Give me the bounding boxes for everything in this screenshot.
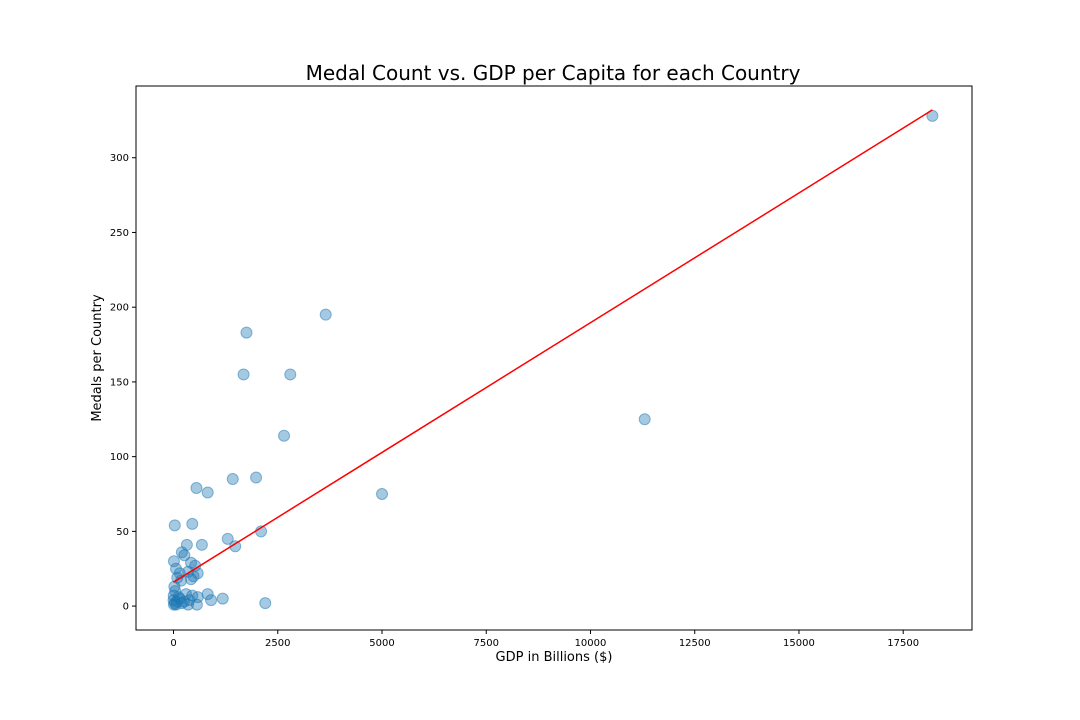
y-tick-label: 200 [110, 303, 129, 314]
data-point [182, 598, 195, 611]
y-tick-label: 300 [110, 153, 129, 164]
data-point [237, 368, 250, 381]
data-point [167, 555, 180, 568]
x-tick-label: 10000 [575, 638, 607, 649]
data-point [229, 540, 242, 553]
x-tick-label: 15000 [783, 638, 815, 649]
trend-line [173, 109, 933, 583]
plot-frame [135, 85, 973, 631]
y-tick-label: 250 [110, 228, 129, 239]
x-tick-label: 12500 [679, 638, 711, 649]
data-point [284, 368, 297, 381]
data-point [190, 482, 203, 495]
data-point [186, 517, 199, 530]
x-tick-label: 17500 [887, 638, 919, 649]
data-point [221, 532, 234, 545]
data-point [226, 473, 239, 486]
data-point [178, 549, 191, 562]
data-point [216, 592, 229, 605]
data-point [376, 488, 389, 500]
axis-ticks: 0 2500 5000 7500 10000 12500 15000 17500 0 50 100 1… [110, 153, 919, 649]
y-tick-label: 50 [116, 527, 129, 538]
data-point [259, 597, 272, 610]
data-point [638, 413, 651, 426]
data-point [185, 573, 198, 586]
data-point [240, 326, 253, 339]
data-point [205, 594, 218, 607]
data-point [319, 308, 332, 321]
data-point [168, 519, 181, 532]
x-tick-label: 0 [170, 638, 176, 649]
data-point [167, 594, 180, 607]
data-point [171, 571, 184, 584]
y-tick-label: 150 [110, 377, 129, 388]
data-point [278, 429, 291, 442]
x-tick-label: 2500 [265, 638, 290, 649]
data-point [183, 594, 196, 607]
x-axis-label: GDP in Billions ($) [496, 650, 613, 665]
data-point [201, 486, 214, 499]
data-point [250, 471, 263, 484]
data-point [195, 538, 208, 551]
y-tick-label: 100 [110, 452, 129, 463]
x-tick-label: 5000 [369, 638, 394, 649]
y-axis-label: Medals per Country [90, 294, 105, 422]
chart-title: Medal Count vs. GDP per Capita for each … [306, 61, 801, 85]
y-tick-label: 0 [123, 602, 129, 613]
x-tick-label: 7500 [474, 638, 499, 649]
data-points [167, 109, 939, 611]
